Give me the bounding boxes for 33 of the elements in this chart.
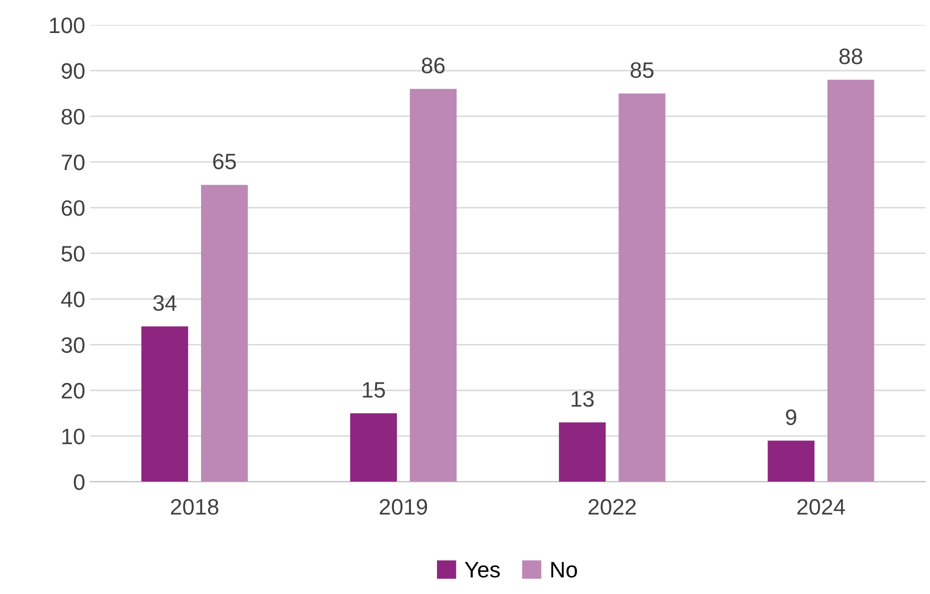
x-tick-label: 2022 [588, 498, 636, 515]
legend-label: Yes [464, 562, 500, 578]
y-tick-label: 80 [62, 108, 84, 125]
bar [410, 88, 457, 482]
x-tick-label: 2018 [171, 498, 218, 515]
y-tick-label: 50 [62, 246, 84, 262]
y-tick-label: 40 [61, 292, 84, 308]
legend-label: No [551, 562, 577, 578]
data-label: 15 [362, 382, 385, 398]
x-tick-label: 2019 [380, 498, 428, 515]
bar [350, 413, 397, 482]
x-tick-label: 2024 [797, 498, 846, 515]
y-tick-label: 0 [74, 474, 84, 490]
data-label: 34 [153, 295, 176, 311]
data-label: 65 [213, 154, 236, 170]
y-tick-label: 60 [62, 200, 84, 216]
data-label: 86 [422, 58, 445, 74]
bar [768, 440, 814, 482]
bar [827, 80, 874, 482]
bar [558, 422, 606, 482]
y-tick-label: 10 [62, 428, 84, 444]
data-label: 13 [572, 391, 594, 407]
y-tick-label: 100 [50, 17, 84, 34]
data-label: 9 [786, 409, 796, 426]
data-label: 85 [630, 62, 654, 78]
y-tick-label: 20 [62, 382, 84, 399]
bar [201, 184, 248, 482]
y-tick-label: 90 [62, 63, 84, 79]
y-tick-label: 30 [61, 337, 84, 353]
bar [141, 326, 188, 482]
data-label: 88 [839, 48, 862, 64]
bar [618, 93, 666, 482]
y-tick-label: 70 [62, 154, 84, 170]
